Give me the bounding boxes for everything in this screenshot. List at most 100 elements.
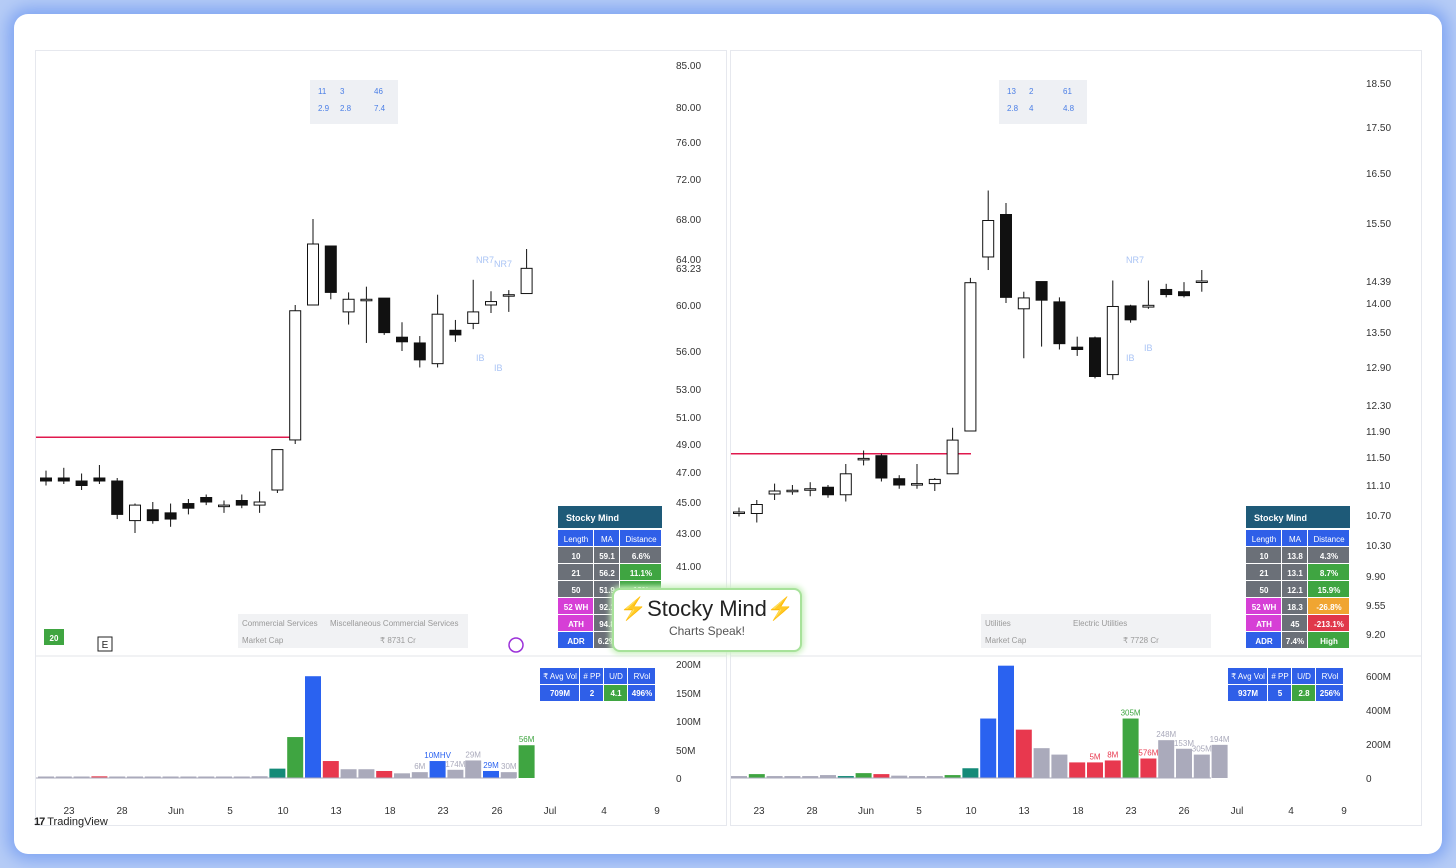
stats-table-cell: 2.9 [318, 104, 330, 113]
candle-body [733, 511, 745, 514]
date-axis-label: 4 [601, 806, 607, 817]
ma-table-cell: 50 [1260, 586, 1269, 595]
price-axis-label: 9.20 [1366, 630, 1386, 641]
price-axis-label: 10.70 [1366, 511, 1391, 522]
ma-table-header: Distance [1313, 535, 1345, 544]
vol-table-cell-bg [604, 685, 627, 701]
ma-table-cell: 51.9 [599, 586, 615, 595]
date-axis-label: 4 [1288, 806, 1294, 817]
volume-label: 8M [1107, 750, 1118, 759]
candle-body [360, 298, 373, 302]
volume-bar [38, 776, 54, 778]
candle-body [307, 243, 319, 306]
volume-label: 305M [1121, 709, 1141, 718]
price-axis-label: 10.30 [1366, 541, 1391, 552]
ma-table-cell-bg [1282, 632, 1307, 648]
candle-body [1035, 281, 1048, 301]
candle-body [982, 220, 995, 258]
ma-table-cell-bg [1246, 547, 1281, 563]
ma-table-header-bg [594, 530, 619, 546]
ma-table-cell-bg [1308, 632, 1349, 648]
sector-box-bg [981, 614, 1211, 648]
volume-axis-label: 400M [1366, 706, 1391, 717]
price-axis-label: 72.00 [676, 175, 701, 186]
ma-table-header-bg [1282, 530, 1307, 546]
ma-table-cell: 18.3 [1287, 603, 1303, 612]
candle-body [1160, 288, 1173, 296]
pattern-annotation: IB [1126, 353, 1135, 363]
date-axis-label: 10 [965, 806, 977, 817]
volume-axis-label: 600M [1366, 672, 1391, 683]
stats-table-cell: 4.8 [1063, 104, 1075, 113]
price-axis-label: 80.00 [676, 103, 701, 114]
price-axis-label: 49.00 [676, 440, 701, 451]
ma-table-cell: 50 [572, 586, 581, 595]
volume-label: 10MHV [424, 751, 451, 760]
volume-bar [855, 773, 872, 778]
price-axis-label: 68.00 [676, 215, 701, 226]
vol-table-header-bg [604, 668, 627, 684]
candle-body [1053, 301, 1066, 345]
vol-table-cell: 256% [1320, 689, 1340, 698]
volume-label: 153M [1174, 739, 1194, 748]
candle-body [911, 483, 923, 486]
price-axis-label: 14.00 [1366, 299, 1391, 310]
volume-bar [784, 776, 801, 778]
vol-table-cell: 496% [632, 689, 652, 698]
volume-bar [216, 776, 232, 778]
volume-bar [518, 745, 535, 778]
ma-table-cell-bg [1246, 564, 1281, 580]
date-axis-label: 23 [1125, 806, 1137, 817]
volume-bar [891, 775, 908, 778]
volume-bar [980, 718, 997, 778]
ma-table-cell: 4.3% [1320, 552, 1338, 561]
volume-bar [1211, 744, 1228, 778]
volume-bar [766, 776, 783, 778]
volume-bar [127, 776, 143, 778]
candle-body [467, 311, 480, 324]
volume-axis-label: 200M [676, 660, 701, 671]
price-axis-label: 16.50 [1366, 169, 1391, 180]
price-axis-label: 51.00 [676, 413, 701, 424]
chart-right-svg[interactable]: 18.50 17.50 16.50 15.50 14.39 14.00 13.50 12.90… [731, 51, 1421, 825]
ma-table-cell-bg [1246, 581, 1281, 597]
ma-table-title: Stocky Mind [1254, 513, 1307, 523]
vol-table-header: RVol [634, 672, 651, 681]
candle-body [164, 512, 177, 520]
vol-table-header: ₹ Avg Vol [543, 672, 577, 681]
date-axis-label: 9 [654, 806, 660, 817]
vol-table-cell-bg [540, 685, 579, 701]
vol-table-header-bg [580, 668, 603, 684]
price-axis-label: 53.00 [676, 385, 701, 396]
price-axis-label: 14.39 [1366, 277, 1391, 288]
volume-bar [198, 776, 215, 778]
watermark-badge: ⚡Stocky Mind⚡ Charts Speak! [612, 588, 802, 652]
tradingview-logo[interactable]: 17 TradingView [34, 816, 108, 828]
price-axis-label: 11.50 [1366, 453, 1391, 464]
vol-table-cell: 2 [590, 689, 595, 698]
ma-table-cell-bg [558, 581, 593, 597]
volume-bar [837, 776, 854, 778]
vol-table-header: # PP [583, 672, 600, 681]
stats-table-cell: 7.4 [374, 104, 386, 113]
pattern-annotation: NR7 [494, 259, 512, 269]
price-axis-label: 17.50 [1366, 123, 1391, 134]
ma-table-cell-bg [1246, 615, 1281, 631]
pattern-annotation: IB [476, 353, 485, 363]
chart-panel-right[interactable]: 18.50 17.50 16.50 15.50 14.39 14.00 13.50 12.90… [730, 50, 1422, 826]
ma-table-cell-bg [1308, 581, 1349, 597]
candle-body [1178, 291, 1190, 297]
candle-body [342, 298, 355, 313]
volume-label: 29M [483, 761, 499, 770]
stats-table-cell: 3 [340, 87, 345, 96]
ma-table-cell: 56.2 [599, 569, 615, 578]
stats-table-cell: 61 [1063, 87, 1072, 96]
volume-bar [820, 775, 836, 778]
volume-bar [144, 776, 161, 778]
volume-label: 56M [519, 735, 535, 744]
ma-table-cell: 6.2% [598, 637, 616, 646]
candle-body [520, 267, 533, 295]
chart-panel-left[interactable]: 85.00 80.00 76.00 72.00 68.00 64.00 63.23 60.00… [35, 50, 727, 826]
candle-body [750, 504, 763, 514]
